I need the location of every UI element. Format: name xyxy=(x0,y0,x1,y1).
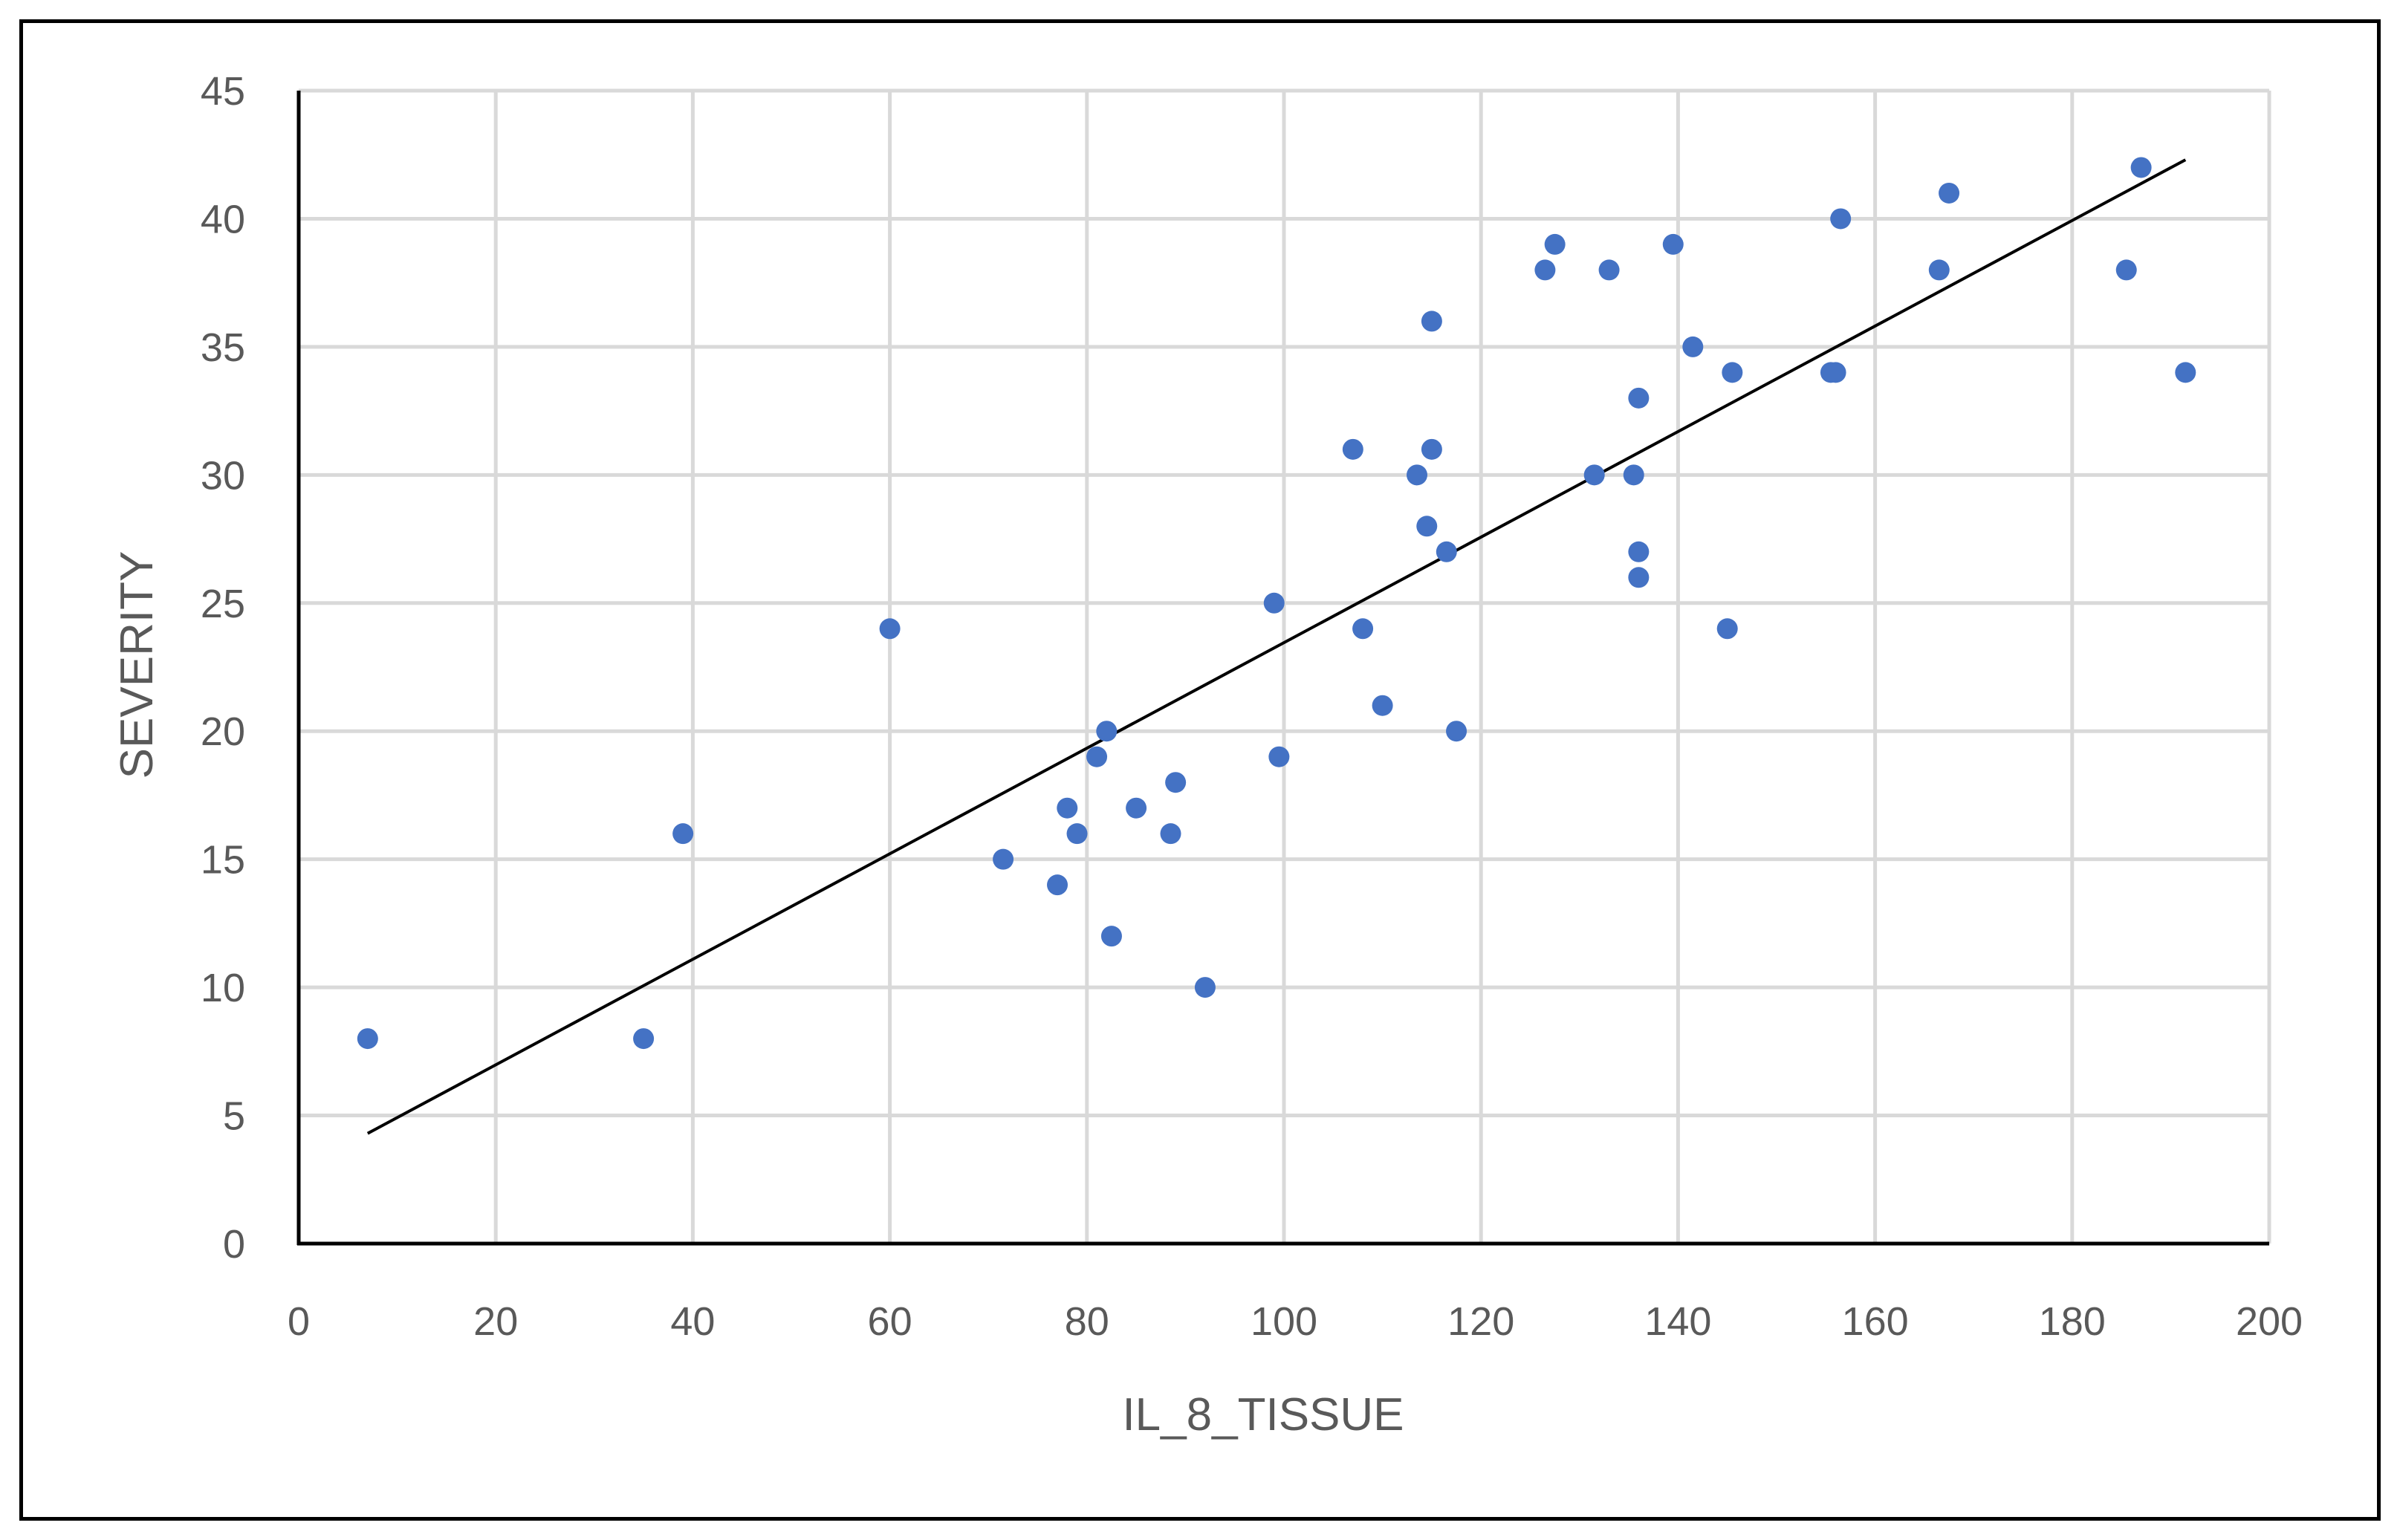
data-point xyxy=(1598,259,1620,281)
y-tick-label: 20 xyxy=(201,709,245,754)
x-tick-label: 120 xyxy=(1447,1299,1514,1344)
data-point xyxy=(1421,438,1442,460)
data-point xyxy=(1268,746,1290,767)
x-tick-label: 60 xyxy=(868,1299,912,1344)
data-point xyxy=(1096,721,1118,742)
data-point xyxy=(1066,823,1088,845)
data-point xyxy=(1160,823,1181,845)
axes xyxy=(296,91,2269,1246)
gridlines xyxy=(299,88,2271,1244)
y-tick-label: 30 xyxy=(201,453,245,498)
y-tick-label: 15 xyxy=(201,838,245,883)
trendline xyxy=(366,158,2187,1135)
data-point xyxy=(1716,618,1738,640)
data-point xyxy=(1342,438,1363,460)
data-point xyxy=(633,1028,655,1050)
y-tick-label: 40 xyxy=(201,197,245,241)
data-point xyxy=(1436,541,1457,562)
x-tick-label: 140 xyxy=(1644,1299,1711,1344)
data-point xyxy=(1421,311,1442,332)
y-tick-label: 45 xyxy=(201,69,245,114)
data-point xyxy=(2130,157,2152,178)
data-point xyxy=(1100,926,1122,947)
data-point xyxy=(1628,541,1650,562)
data-point xyxy=(1352,618,1374,640)
data-point xyxy=(1126,797,1147,819)
data-point xyxy=(2115,259,2137,281)
data-point xyxy=(1623,464,1644,486)
y-tick-label: 35 xyxy=(201,325,245,370)
data-point xyxy=(1534,259,1556,281)
y-tick-label: 10 xyxy=(201,966,245,1010)
data-point xyxy=(1047,874,1068,896)
data-point xyxy=(993,848,1014,870)
linear-trendline xyxy=(366,158,2187,1135)
x-tick-label: 80 xyxy=(1065,1299,1109,1344)
data-point xyxy=(1263,592,1285,614)
x-tick-label: 0 xyxy=(288,1299,310,1344)
y-axis-title: SEVERITY xyxy=(111,551,163,779)
x-axis-title: IL_8_TISSUE xyxy=(1122,1389,1404,1440)
y-tick-labels: 0 5 10 15 20 25 30 35 40 45 xyxy=(201,69,245,1267)
data-point xyxy=(1446,721,1467,742)
x-tick-label: 200 xyxy=(2236,1299,2303,1344)
data-point xyxy=(1194,977,1216,998)
x-tick-label: 100 xyxy=(1251,1299,1317,1344)
data-point xyxy=(1682,336,1704,357)
x-tick-label: 40 xyxy=(670,1299,715,1344)
data-point xyxy=(1544,233,1566,255)
data-point xyxy=(1825,362,1846,383)
data-point xyxy=(1628,387,1650,409)
data-point xyxy=(672,823,694,845)
data-point xyxy=(1165,772,1187,793)
data-point xyxy=(1939,182,1960,204)
data-points xyxy=(357,157,2196,1050)
chart-frame xyxy=(19,19,2381,1521)
data-point xyxy=(357,1028,378,1050)
x-tick-labels: 0 20 40 60 80 100 120 140 160 180 200 xyxy=(288,1299,2303,1344)
y-tick-label: 25 xyxy=(201,582,245,626)
data-point xyxy=(1057,797,1078,819)
data-point xyxy=(1628,567,1650,588)
y-tick-label: 5 xyxy=(223,1094,245,1139)
y-tick-label: 0 xyxy=(223,1222,245,1267)
data-point xyxy=(879,618,901,640)
data-point xyxy=(1830,208,1852,230)
data-point xyxy=(1416,516,1438,537)
data-point xyxy=(1372,695,1393,716)
data-point xyxy=(1583,464,1605,486)
x-tick-label: 180 xyxy=(2039,1299,2106,1344)
data-point xyxy=(2175,362,2196,383)
x-tick-label: 20 xyxy=(473,1299,518,1344)
data-point xyxy=(1928,259,1950,281)
data-point xyxy=(1722,362,1743,383)
x-tick-label: 160 xyxy=(1842,1299,1909,1344)
data-point xyxy=(1662,233,1684,255)
data-point xyxy=(1086,746,1108,767)
data-point xyxy=(1407,464,1428,486)
